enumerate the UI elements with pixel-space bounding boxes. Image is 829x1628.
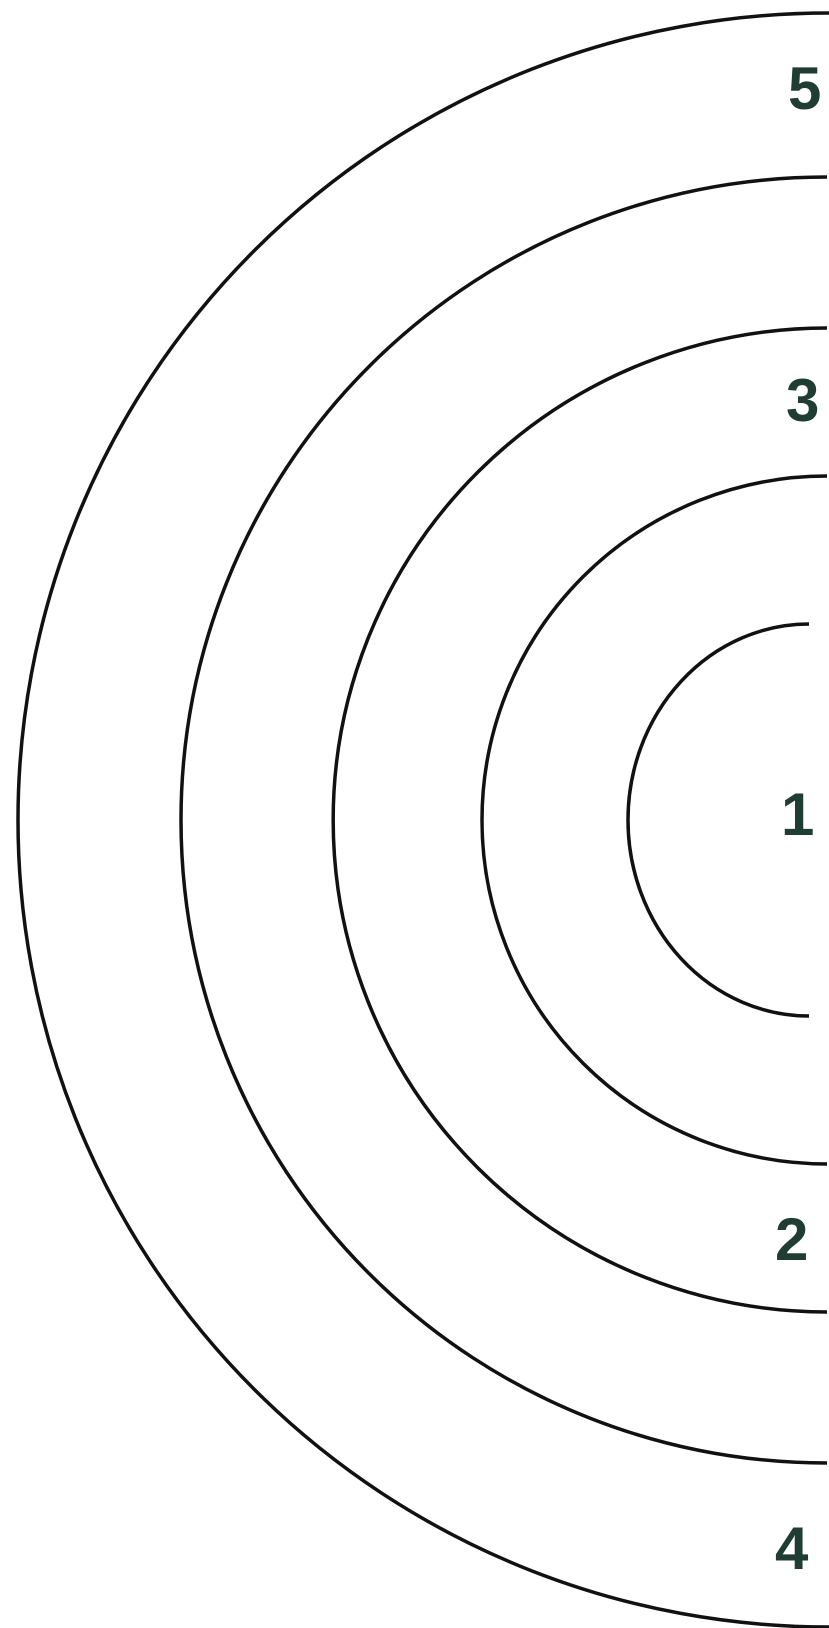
ring-5-label: 5 (788, 55, 821, 122)
ring-3-label: 3 (786, 367, 819, 434)
ring-2-arc (480, 474, 828, 1166)
ring-1-label: 1 (781, 781, 814, 848)
ring-3-arc (331, 326, 828, 1314)
ring-2-label: 2 (775, 1206, 808, 1273)
ring-1-arc (626, 622, 810, 1018)
ring-5-arc (16, 11, 829, 1628)
ring-4-label: 4 (775, 1515, 809, 1582)
ring-4-arc (179, 175, 828, 1465)
